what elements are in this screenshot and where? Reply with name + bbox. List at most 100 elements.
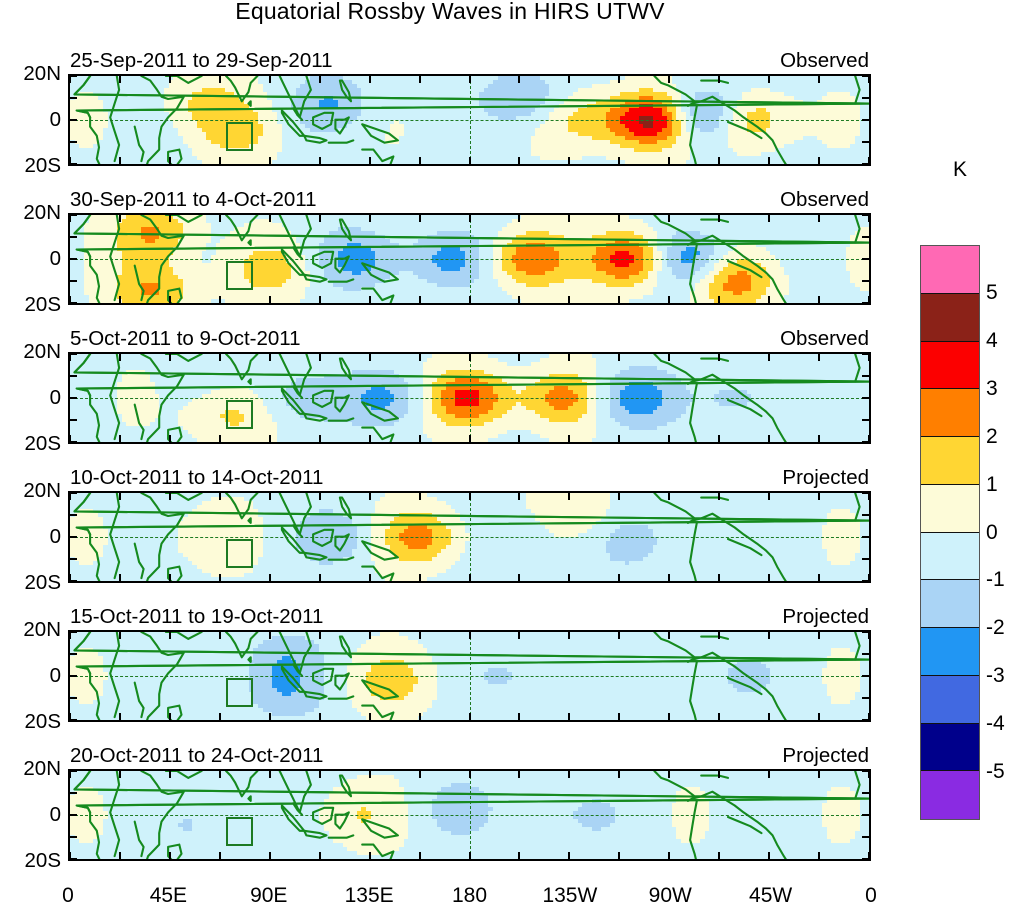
colorbar-tick-5: 5 [986,280,998,304]
panel-1-status: Observed [780,49,869,72]
panel-6-ytick-0: 0 [49,803,61,826]
panel-2: 30-Sep-2011 to 4-Oct-2011 Observed 20N 0 20S [23,188,871,316]
colorbar-tick-neg3: -3 [986,664,1005,688]
x-axis: 0 45E 90E 135E 180 135W 90W 45W 0 [62,884,877,914]
panel-1-ytick-0: 0 [49,108,61,131]
x-tick-label-3: 135E [344,884,394,907]
panel-4: 10-Oct-2011 to 14-Oct-2011 Projected 20N 0 2… [23,466,871,594]
panel-1-anomaly-field [70,76,869,164]
panel-3-ytick-20n: 20N [23,340,61,363]
coastline-overlay [70,76,869,164]
colorbar-unit-label: K [952,158,967,181]
panel-3-anomaly-field [70,354,869,442]
panel-2-ytick-20n: 20N [23,201,61,224]
colorbar-band-7 [921,580,979,628]
colorbar-band-4 [921,437,979,485]
colorbar-tick-neg2: -2 [986,616,1005,640]
colorbar-band-11 [921,771,979,819]
panel-3: 5-Oct-2011 to 9-Oct-2011 Observed 20N 0 20S [23,327,871,455]
dateline-marker [469,493,471,581]
coastline-overlay [70,632,869,720]
region-box-marker [226,121,254,151]
dateline-marker [469,771,471,859]
x-tick-label-1: 45E [149,884,188,907]
panel-5-ytick-20s: 20S [24,710,61,733]
panel-3-plot-area[interactable] [68,352,871,444]
dateline-marker [469,215,471,303]
x-tick-label-2: 90E [250,884,288,907]
coastline-overlay [70,493,869,581]
colorbar-tick-neg4: -4 [986,712,1005,736]
colorbar-tick-2: 2 [986,424,998,448]
coastline-overlay [70,215,869,303]
panel-5-plot-area[interactable] [68,630,871,722]
region-box-marker [226,260,254,290]
colorbar-tick-labels: 5 4 3 2 1 0 -1 -2 -3 -4 -5 [986,245,1015,820]
colorbar-band-5 [921,484,979,533]
colorbar-band-3 [921,389,979,437]
panel-6-anomaly-field [70,771,869,859]
colorbar-band-2 [921,341,979,390]
panel-2-ytick-0: 0 [49,247,61,270]
panel-4-ytick-20s: 20S [24,571,61,594]
panel-6-ytick-20s: 20S [24,849,61,872]
panel-4-ytick-0: 0 [49,525,61,548]
panel-4-plot-area[interactable] [68,491,871,583]
region-box-marker [226,538,254,568]
colorbar[interactable] [920,245,980,820]
colorbar-tick-neg5: -5 [986,760,1005,784]
figure-title: Equatorial Rossby Waves in HIRS UTWV [235,0,665,24]
panel-1-date-range: 25-Sep-2011 to 29-Sep-2011 [70,49,333,72]
panel-2-ytick-20s: 20S [24,293,61,316]
colorbar-band-0 [921,246,979,294]
panel-4-ytick-20n: 20N [23,479,61,502]
panel-6: 20-Oct-2011 to 24-Oct-2011 Projected 20N 0 2… [23,744,871,872]
dateline-marker [469,632,471,720]
x-tick-label-5: 135W [542,884,598,907]
panel-2-status: Observed [780,188,869,211]
panel-2-date-range: 30-Sep-2011 to 4-Oct-2011 [70,188,317,211]
panel-6-date-range: 20-Oct-2011 to 24-Oct-2011 [70,744,324,767]
colorbar-tick-4: 4 [986,328,998,352]
colorbar-band-8 [921,628,979,676]
x-tick-label-4: 180 [451,884,488,907]
coastline-overlay [70,771,869,859]
panel-1-ytick-20n: 20N [23,62,61,85]
panel-5-ytick-20n: 20N [23,618,61,641]
panel-6-plot-area[interactable] [68,769,871,861]
panel-3-status: Observed [780,327,869,350]
panel-4-date-range: 10-Oct-2011 to 14-Oct-2011 [70,466,324,489]
panel-5-date-range: 15-Oct-2011 to 19-Oct-2011 [70,605,324,628]
panel-2-plot-area[interactable] [68,213,871,305]
dateline-marker [469,76,471,164]
x-tick-label-8: 0 [865,884,877,907]
panel-1-plot-area[interactable] [68,74,871,166]
colorbar-band-10 [921,723,979,772]
panel-5: 15-Oct-2011 to 19-Oct-2011 Projected 20N 0 2… [23,605,871,733]
panel-6-ytick-20n: 20N [23,757,61,780]
panel-1: 25-Sep-2011 to 29-Sep-2011 Observed 20N 0 20… [23,49,871,177]
region-box-marker [226,399,254,429]
panel-3-date-range: 5-Oct-2011 to 9-Oct-2011 [70,327,301,350]
region-box-marker [226,677,254,707]
panel-3-ytick-0: 0 [49,386,61,409]
colorbar-band-6 [921,532,979,581]
region-box-marker [226,816,254,846]
colorbar-tick-1: 1 [986,472,998,496]
colorbar-band-1 [921,293,979,342]
coastline-overlay [70,354,869,442]
panel-4-status: Projected [782,466,869,489]
x-tick-label-0: 0 [62,884,74,907]
colorbar-tick-0: 0 [986,520,998,544]
colorbar-tick-3: 3 [986,376,998,400]
panel-1-ytick-20s: 20S [24,154,61,177]
panel-6-status: Projected [782,744,869,767]
colorbar-band-9 [921,675,979,724]
panel-3-ytick-20s: 20S [24,432,61,455]
x-tick-label-7: 45W [749,884,793,907]
dateline-marker [469,354,471,442]
panel-5-ytick-0: 0 [49,664,61,687]
panel-5-anomaly-field [70,632,869,720]
colorbar-tick-neg1: -1 [986,568,1005,592]
